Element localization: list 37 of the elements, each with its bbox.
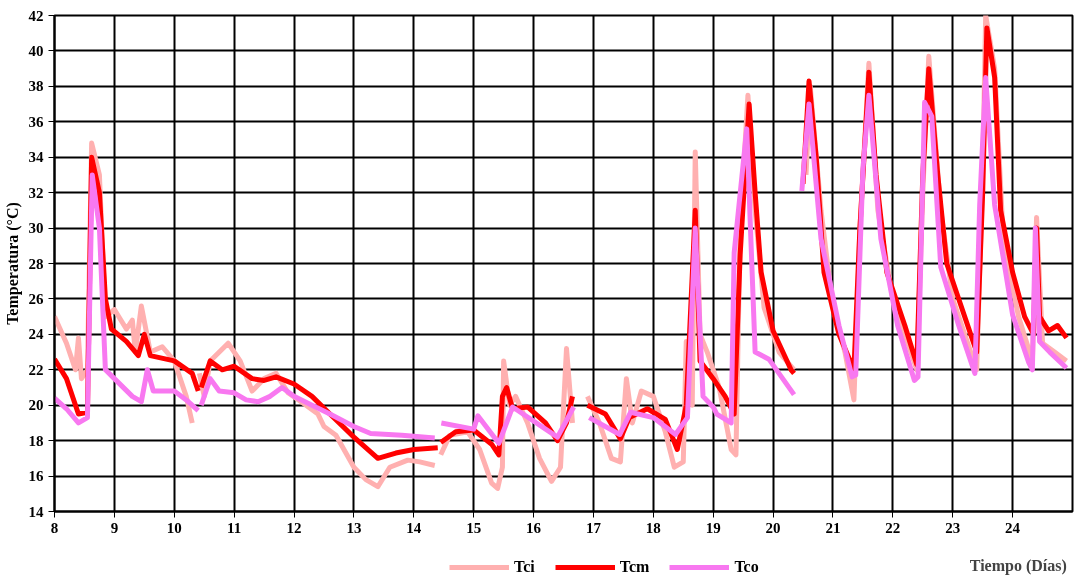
x-tick-label: 8 [50, 519, 59, 536]
y-tick-label: 36 [28, 113, 44, 130]
x-tick-label: 12 [286, 519, 302, 536]
x-tick-label: 9 [110, 519, 119, 536]
y-tick-label: 14 [28, 503, 44, 520]
x-tick-label: 18 [645, 519, 661, 536]
y-tick-label: 22 [28, 361, 44, 378]
y-tick-label: 30 [28, 220, 44, 237]
y-tick-label: 34 [28, 149, 44, 166]
x-tick-label: 22 [885, 519, 901, 536]
x-tick-label: 16 [526, 519, 542, 536]
legend-label: Tcm [619, 558, 650, 576]
x-tick-label: 17 [585, 519, 602, 536]
x-tick-label: 20 [765, 519, 781, 536]
x-tick-label: 11 [227, 519, 242, 536]
x-tick-label: 13 [346, 519, 362, 536]
x-tick-label: 14 [406, 519, 422, 536]
y-tick-label: 40 [28, 42, 44, 59]
y-tick-label: 24 [28, 326, 44, 343]
y-tick-label: 38 [28, 78, 44, 95]
y-axis-title: Temperatura (°C) [3, 202, 22, 325]
y-tick-label: 42 [28, 7, 44, 24]
x-tick-label: 10 [166, 519, 182, 536]
y-tick-label: 28 [28, 255, 44, 272]
x-tick-label: 15 [466, 519, 482, 536]
x-tick-label: 24 [1005, 519, 1021, 536]
x-tick-label: 23 [945, 519, 961, 536]
legend-label: Tci [514, 558, 535, 576]
legend-label: Tco [734, 558, 759, 576]
x-tick-label: 19 [705, 519, 721, 536]
y-tick-label: 18 [28, 432, 44, 449]
y-tick-label: 20 [28, 397, 44, 414]
y-tick-label: 32 [28, 184, 44, 201]
y-tick-label: 26 [28, 290, 44, 307]
y-tick-label: 16 [28, 468, 44, 485]
x-tick-label: 21 [825, 519, 841, 536]
x-axis-title: Tiempo (Días) [969, 556, 1067, 575]
